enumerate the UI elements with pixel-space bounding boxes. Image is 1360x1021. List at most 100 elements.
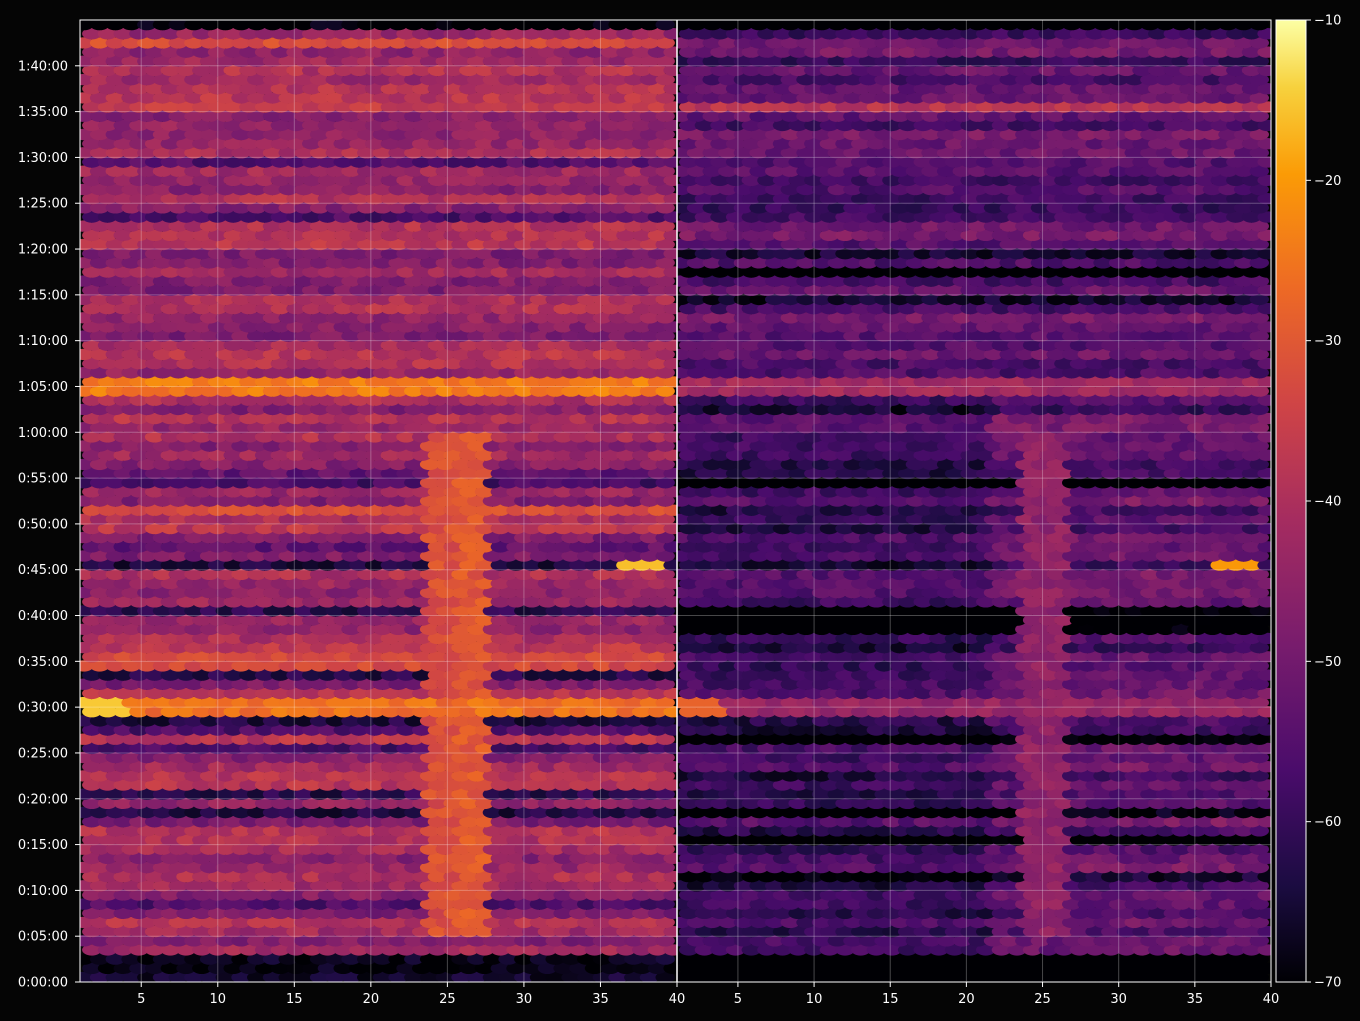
- heatmap-cell: [121, 183, 141, 196]
- heatmap-cell: [89, 788, 110, 800]
- heatmap-cell: [827, 935, 847, 947]
- heatmap-cell: [215, 825, 235, 837]
- heatmap-cell: [482, 110, 503, 122]
- heatmap-cell: [498, 935, 518, 947]
- heatmap-cell: [254, 596, 275, 608]
- heatmap-cell: [89, 403, 110, 416]
- heatmap-cell: [522, 101, 542, 113]
- heatmap-cell: [404, 92, 424, 104]
- heatmap-cell: [184, 165, 204, 177]
- heatmap-cell: [317, 284, 338, 296]
- heatmap-cell: [553, 669, 573, 681]
- heatmap-cell: [176, 889, 196, 901]
- heatmap-cell: [419, 678, 440, 690]
- heatmap-cell: [254, 559, 275, 571]
- heatmap-cell: [294, 513, 314, 525]
- heatmap-cell: [152, 898, 173, 910]
- heatmap-cell: [584, 742, 605, 755]
- heatmap-cell: [333, 632, 353, 645]
- heatmap-cell: [333, 852, 353, 864]
- heatmap-cell: [333, 742, 353, 755]
- heatmap-cell: [474, 614, 495, 626]
- heatmap-cell: [364, 742, 385, 755]
- heatmap-cell: [254, 229, 275, 241]
- heatmap-cell: [247, 275, 267, 287]
- heatmap-cell: [168, 660, 188, 672]
- heatmap-cell: [1062, 935, 1082, 947]
- heatmap-cell: [529, 37, 550, 49]
- heatmap-cell: [160, 174, 180, 186]
- heatmap-cell: [121, 770, 141, 782]
- heatmap-cell: [522, 742, 542, 755]
- heatmap-cell: [380, 742, 400, 755]
- heatmap-cell: [82, 706, 102, 718]
- heatmap-cell: [1108, 971, 1129, 982]
- heatmap-cell: [522, 797, 542, 809]
- heatmap-cell: [553, 174, 573, 186]
- heatmap-cell: [168, 751, 188, 764]
- heatmap-cell: [404, 422, 424, 434]
- heatmap-cell: [184, 843, 204, 855]
- heatmap-cell: [137, 92, 157, 104]
- heatmap-cell: [545, 861, 565, 874]
- heatmap-cell: [819, 962, 840, 974]
- heatmap-cell: [522, 46, 542, 58]
- heatmap-cell: [482, 916, 503, 929]
- heatmap-cell: [506, 632, 526, 645]
- heatmap-cell: [561, 165, 581, 177]
- heatmap-cell: [129, 229, 149, 241]
- heatmap-cell: [192, 522, 212, 535]
- heatmap-cell: [419, 55, 440, 67]
- heatmap-cell: [223, 174, 243, 186]
- heatmap-cell: [137, 825, 157, 837]
- heatmap-cell: [608, 403, 628, 416]
- heatmap-cell: [1101, 962, 1121, 974]
- heatmap-cell: [545, 55, 565, 67]
- heatmap-cell: [412, 412, 432, 425]
- heatmap-cell: [80, 806, 94, 819]
- heatmap-cell: [278, 953, 298, 965]
- heatmap-cell: [231, 605, 251, 617]
- heatmap-cell: [482, 641, 503, 654]
- heatmap-cell: [82, 724, 102, 736]
- heatmap-cell: [427, 724, 448, 736]
- heatmap-cell: [467, 458, 487, 471]
- heatmap-cell: [451, 568, 471, 580]
- heatmap-cell: [349, 266, 369, 278]
- heatmap-cell: [317, 211, 338, 223]
- heatmap-cell: [97, 28, 118, 40]
- heatmap-cell: [270, 28, 290, 40]
- heatmap-cell: [647, 797, 668, 809]
- heatmap-cell: [577, 385, 597, 397]
- heatmap-cell: [231, 568, 251, 580]
- heatmap-cell: [349, 449, 369, 461]
- heatmap-cell: [357, 550, 377, 562]
- heatmap-cell: [467, 953, 487, 965]
- heatmap-cell: [545, 183, 565, 196]
- heatmap-cell: [82, 596, 102, 608]
- heatmap-cell: [333, 706, 353, 718]
- heatmap-cell: [639, 73, 660, 86]
- heatmap-cell: [435, 971, 455, 982]
- heatmap-cell: [514, 20, 534, 31]
- heatmap-cell: [616, 834, 636, 846]
- heatmap-cell: [608, 37, 628, 49]
- heatmap-cell: [710, 962, 730, 974]
- heatmap-cell: [364, 834, 385, 846]
- heatmap-cell: [561, 440, 581, 452]
- heatmap-cell: [152, 165, 173, 177]
- heatmap-cell: [561, 458, 581, 471]
- heatmap-cell: [309, 550, 330, 562]
- heatmap-cell: [254, 834, 275, 846]
- heatmap-cell: [254, 193, 275, 205]
- heatmap-cell: [600, 816, 620, 828]
- heatmap-cell: [952, 971, 972, 982]
- heatmap-cell: [333, 229, 353, 241]
- heatmap-cell: [121, 861, 141, 874]
- heatmap-cell: [262, 403, 283, 416]
- heatmap-cell: [184, 293, 204, 306]
- heatmap-cell: [1015, 935, 1035, 947]
- heatmap-cell: [309, 623, 330, 635]
- heatmap-cell: [199, 165, 220, 177]
- heatmap-cell: [82, 687, 102, 700]
